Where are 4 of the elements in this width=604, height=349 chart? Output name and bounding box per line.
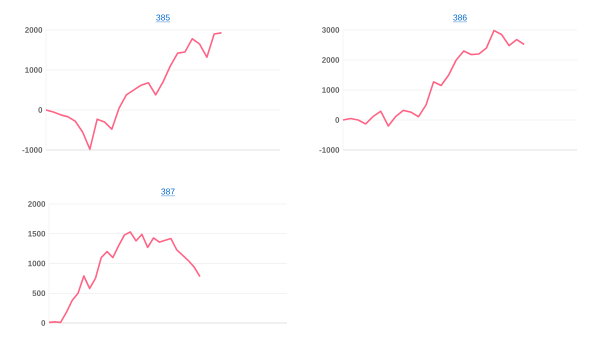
chart-title: 386 bbox=[453, 14, 467, 20]
chart-title: 385 bbox=[156, 14, 170, 20]
line-series bbox=[342, 30, 525, 127]
chart-title: 387 bbox=[161, 188, 175, 194]
